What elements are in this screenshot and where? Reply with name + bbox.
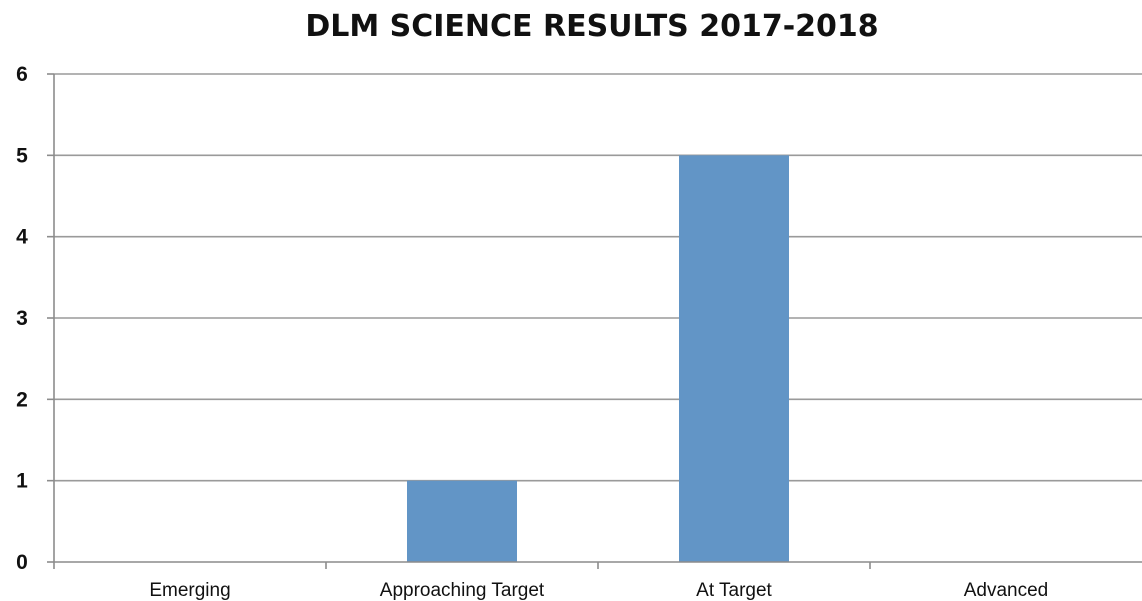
x-tick-label-3: Advanced <box>964 580 1049 601</box>
x-tick-label-0: Emerging <box>149 580 230 601</box>
y-axis-ticks: 0 1 2 3 4 5 6 <box>16 63 54 574</box>
axes <box>53 74 1142 569</box>
x-axis-ticks: Emerging Approaching Target At Target Advan… <box>149 580 1048 601</box>
x-tick-label-2: At Target <box>696 580 772 601</box>
x-tick-label-1: Approaching Target <box>380 580 545 601</box>
bars <box>407 155 789 563</box>
y-tick-label-5: 5 <box>16 144 28 167</box>
chart-title: DLM SCIENCE RESULTS 2017-2018 <box>305 9 878 44</box>
bar-1 <box>407 480 517 562</box>
y-tick-label-6: 6 <box>16 63 28 86</box>
gridlines <box>54 73 1142 482</box>
y-tick-label-0: 0 <box>16 551 28 574</box>
bar-2 <box>679 155 789 563</box>
y-tick-label-1: 1 <box>16 470 28 493</box>
y-tick-label-3: 3 <box>16 307 28 330</box>
y-tick-label-4: 4 <box>16 226 28 249</box>
y-tick-label-2: 2 <box>16 388 28 411</box>
